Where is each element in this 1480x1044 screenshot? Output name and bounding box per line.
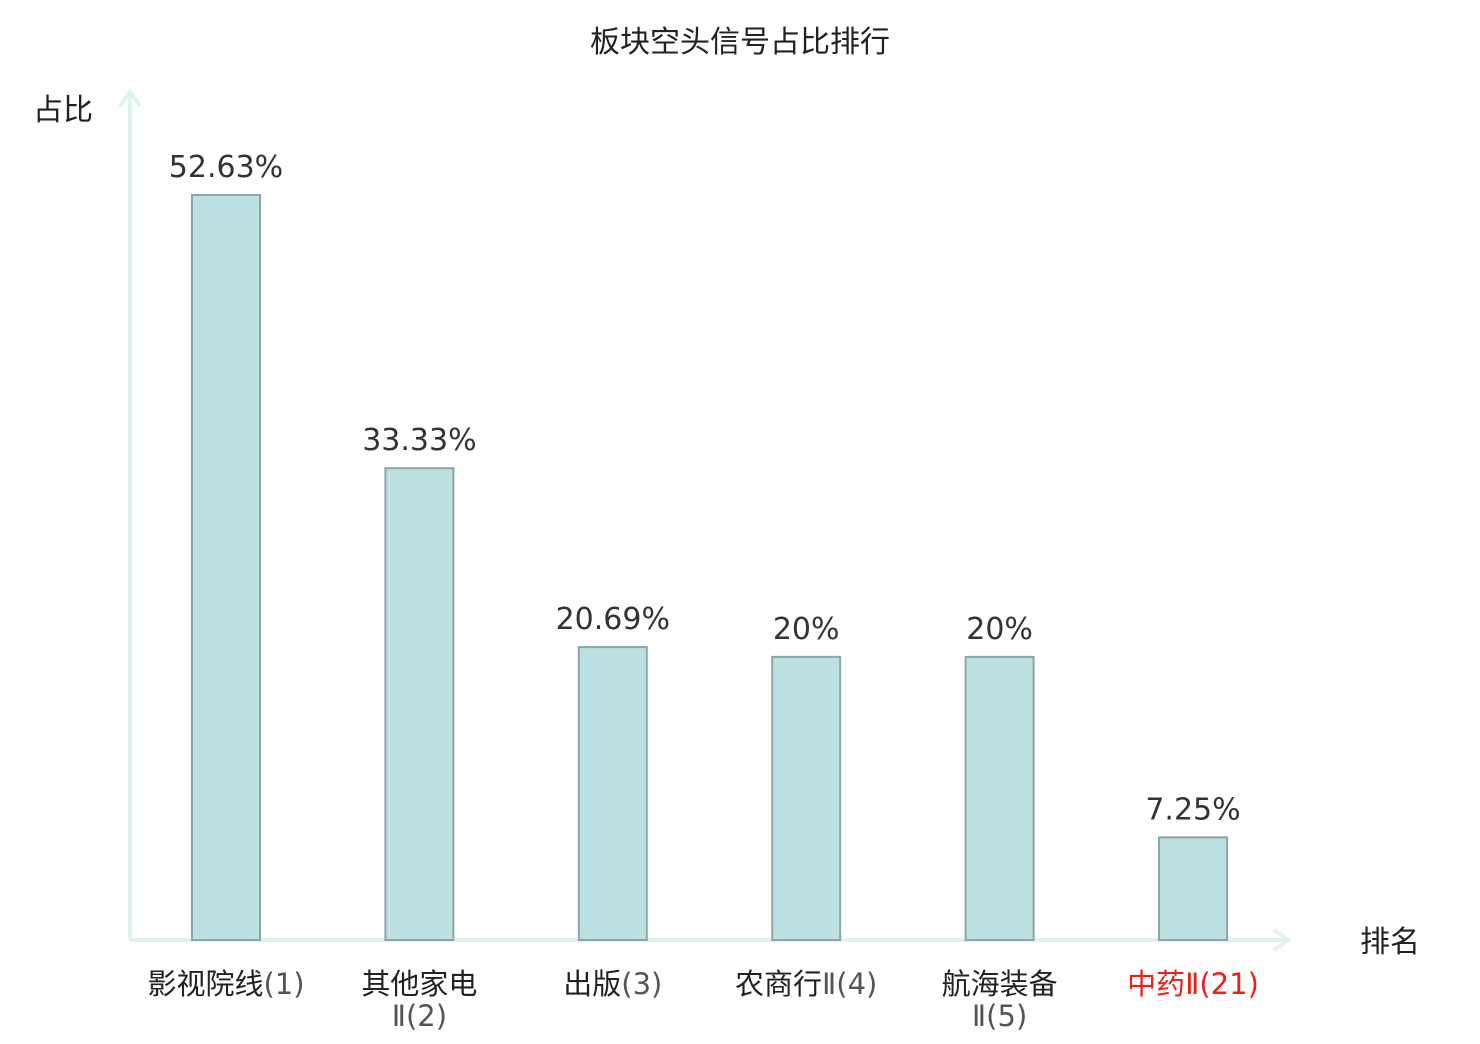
value-label-2: 33.33% [362, 423, 476, 458]
category-label-3: 出版(3) [563, 967, 662, 1001]
chart-title: 板块空头信号占比排行 [590, 25, 890, 60]
bar-5 [964, 655, 1035, 941]
category-label-1: 影视院线(1) [147, 967, 304, 1001]
category-rank-5: Ⅱ(5) [972, 999, 1027, 1033]
y-axis-arrowhead [118, 88, 142, 108]
bar-1 [191, 194, 261, 941]
value-label-5: 20% [966, 612, 1033, 647]
category-label-2: 其他家电 [361, 967, 477, 1001]
axes [118, 88, 1292, 952]
x-axis-arrowhead [1272, 928, 1292, 952]
bar-6 [1158, 836, 1228, 941]
category-label-5: 航海装备 [942, 967, 1058, 1001]
bar-2 [384, 467, 455, 941]
value-labels-group: 52.63% 33.33% 20.69% 20% 20% 7.25% [169, 150, 1241, 827]
y-axis-label: 占比 [33, 93, 93, 128]
value-label-6: 7.25% [1145, 792, 1240, 827]
category-label-6: 中药Ⅱ(21) [1127, 967, 1259, 1001]
category-rank-2: Ⅱ(2) [392, 999, 447, 1033]
bar-4 [771, 655, 842, 941]
value-label-3: 20.69% [556, 602, 670, 637]
bars-group [191, 194, 1228, 941]
x-axis-label: 排名 [1360, 925, 1420, 960]
value-label-4: 20% [773, 612, 840, 647]
value-label-1: 52.63% [169, 150, 283, 185]
category-label-4: 农商行Ⅱ(4) [735, 967, 877, 1001]
bar-3 [577, 646, 648, 941]
